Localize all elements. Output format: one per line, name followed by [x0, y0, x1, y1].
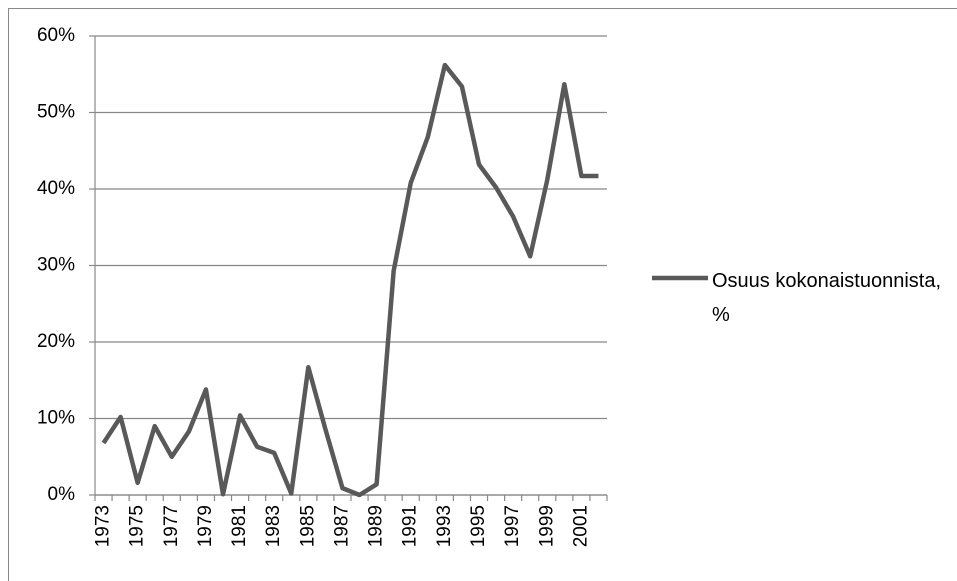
y-tick-label: 60%: [37, 25, 75, 46]
data-line: [101, 62, 599, 498]
x-tick-label: 1987: [331, 505, 352, 547]
x-tick-label: 1981: [229, 505, 250, 547]
x-tick-label: 1993: [434, 505, 455, 547]
x-tick-label: 1997: [502, 505, 523, 547]
y-tick-label: 30%: [37, 255, 75, 276]
legend-label: Osuus kokonaistuonnista, %: [712, 270, 942, 326]
x-tick-label: 1979: [195, 505, 216, 547]
x-tick-label: 1985: [297, 505, 318, 547]
x-tick-label: 1989: [366, 505, 387, 547]
x-tick-label: 1975: [127, 505, 148, 547]
x-tick-label: 1991: [400, 505, 421, 547]
y-tick-label: 40%: [37, 178, 75, 199]
y-tick-label: 10%: [37, 408, 75, 429]
x-tick-label: 2001: [570, 505, 591, 547]
y-tick-label: 20%: [37, 331, 75, 352]
x-tick-label: 1973: [93, 505, 114, 547]
x-tick-label: 1983: [263, 505, 284, 547]
x-tick-label: 1977: [161, 505, 182, 547]
y-tick-label: 0%: [48, 484, 76, 505]
x-tick-label: 1999: [536, 505, 557, 547]
y-tick-label: 50%: [37, 102, 75, 123]
x-tick-label: 1995: [468, 505, 489, 547]
